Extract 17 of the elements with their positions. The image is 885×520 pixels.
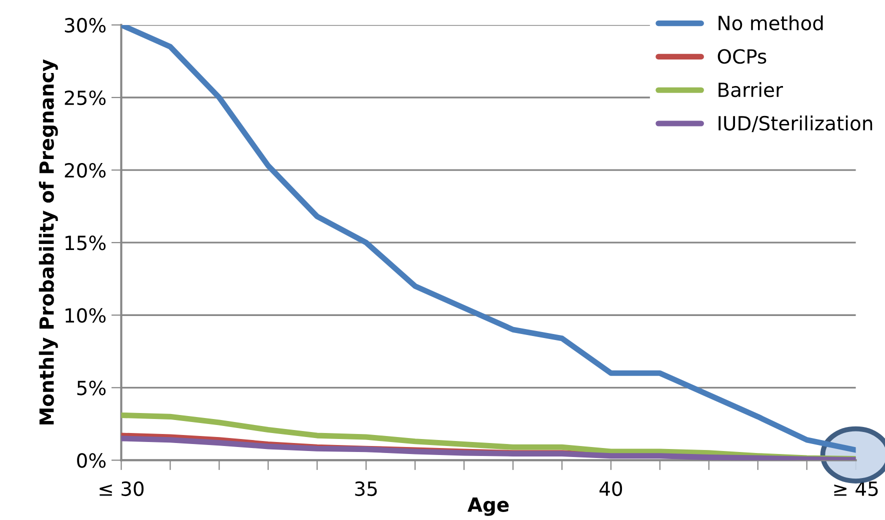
x-tick-label: 35	[355, 481, 377, 496]
y-tick-label: 15%	[66, 236, 106, 250]
y-tick-label: 20%	[64, 162, 106, 178]
y-tick-label: 10%	[66, 308, 106, 323]
y-tick-label: 0%	[77, 453, 106, 468]
x-tick-label: 40	[600, 481, 622, 496]
legend-label: Barrier	[718, 82, 783, 98]
x-tick-label: ≥ 45	[834, 482, 878, 496]
y-axis-title: Monthly Probability of Pregnancy	[38, 59, 58, 424]
legend-label: IUD/Sterilization	[718, 116, 872, 132]
y-tick-label: 5%	[77, 380, 106, 396]
y-tick-label: 30%	[64, 18, 106, 33]
x-axis-title: Age	[468, 498, 509, 516]
x-tick-label: ≤ 30	[100, 481, 144, 496]
legend-label: OCPs	[718, 49, 766, 64]
legend-label: No method	[718, 15, 823, 30]
y-tick-label: 25%	[64, 90, 106, 106]
